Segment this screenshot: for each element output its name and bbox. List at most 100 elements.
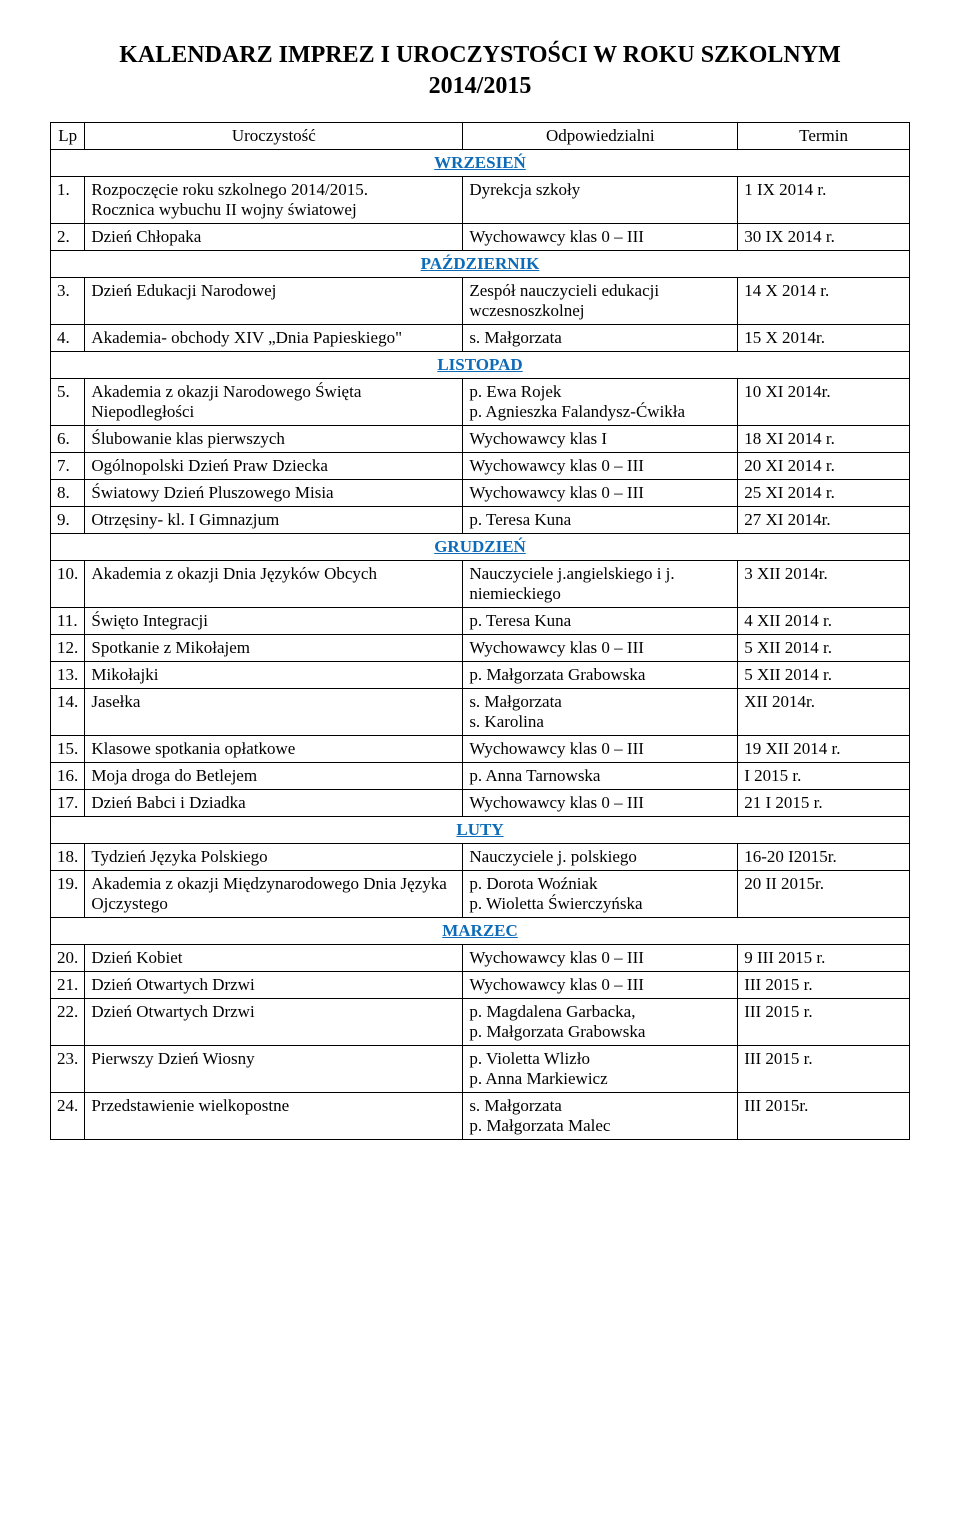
cell-term: 20 II 2015r.	[738, 871, 910, 918]
page-title: KALENDARZ IMPREZ I UROCZYSTOŚCI W ROKU S…	[50, 40, 910, 102]
cell-lp: 16.	[51, 763, 85, 790]
table-row: 1. Rozpoczęcie roku szkolnego 2014/2015.…	[51, 177, 910, 224]
cell-event: Akademia z okazji Międzynarodowego Dnia …	[85, 871, 463, 918]
cell-lp: 17.	[51, 790, 85, 817]
cell-term: 21 I 2015 r.	[738, 790, 910, 817]
cell-resp: Wychowawcy klas 0 – III	[463, 480, 738, 507]
cell-term: 20 XI 2014 r.	[738, 453, 910, 480]
cell-lp: 8.	[51, 480, 85, 507]
cell-term: 30 IX 2014 r.	[738, 224, 910, 251]
cell-event: Dzień Chłopaka	[85, 224, 463, 251]
cell-term: 10 XI 2014r.	[738, 379, 910, 426]
table-row: 4. Akademia- obchody XIV „Dnia Papieskie…	[51, 325, 910, 352]
cell-resp: Zespół nauczycieli edukacji wczesnoszkol…	[463, 278, 738, 325]
table-row: 20. Dzień Kobiet Wychowawcy klas 0 – III…	[51, 945, 910, 972]
table-row: 21. Dzień Otwartych Drzwi Wychowawcy kla…	[51, 972, 910, 999]
cell-resp: Dyrekcja szkoły	[463, 177, 738, 224]
table-row: 6. Ślubowanie klas pierwszych Wychowawcy…	[51, 426, 910, 453]
cell-term: 19 XII 2014 r.	[738, 736, 910, 763]
cell-event: Akademia z okazji Narodowego Święta Niep…	[85, 379, 463, 426]
cell-lp: 4.	[51, 325, 85, 352]
month-marzec: MARZEC	[51, 918, 910, 945]
table-row: 24. Przedstawienie wielkopostne s. Małgo…	[51, 1093, 910, 1140]
cell-lp: 21.	[51, 972, 85, 999]
cell-term: 27 XI 2014r.	[738, 507, 910, 534]
cell-term: III 2015r.	[738, 1093, 910, 1140]
table-header-row: Lp Uroczystość Odpowiedzialni Termin	[51, 123, 910, 150]
cell-resp: p. Violetta Wlizłop. Anna Markiewicz	[463, 1046, 738, 1093]
cell-event: Tydzień Języka Polskiego	[85, 844, 463, 871]
cell-event: Mikołajki	[85, 662, 463, 689]
cell-resp: Wychowawcy klas 0 – III	[463, 736, 738, 763]
cell-lp: 10.	[51, 561, 85, 608]
cell-event: Święto Integracji	[85, 608, 463, 635]
cell-lp: 13.	[51, 662, 85, 689]
cell-lp: 3.	[51, 278, 85, 325]
cell-event: Akademia z okazji Dnia Języków Obcych	[85, 561, 463, 608]
table-row: 19. Akademia z okazji Międzynarodowego D…	[51, 871, 910, 918]
cell-term: 16-20 I2015r.	[738, 844, 910, 871]
cell-term: I 2015 r.	[738, 763, 910, 790]
table-row: 3. Dzień Edukacji Narodowej Zespół naucz…	[51, 278, 910, 325]
cell-resp: Wychowawcy klas 0 – III	[463, 790, 738, 817]
table-row: 10. Akademia z okazji Dnia Języków Obcyc…	[51, 561, 910, 608]
table-row: 11. Święto Integracji p. Teresa Kuna 4 X…	[51, 608, 910, 635]
table-row: 15. Klasowe spotkania opłatkowe Wychowaw…	[51, 736, 910, 763]
cell-term: 14 X 2014 r.	[738, 278, 910, 325]
table-row: 17. Dzień Babci i Dziadka Wychowawcy kla…	[51, 790, 910, 817]
cell-term: III 2015 r.	[738, 999, 910, 1046]
cell-resp: Wychowawcy klas 0 – III	[463, 972, 738, 999]
cell-event: Otrzęsiny- kl. I Gimnazjum	[85, 507, 463, 534]
cell-resp: p. Teresa Kuna	[463, 507, 738, 534]
cell-lp: 9.	[51, 507, 85, 534]
table-row: 13. Mikołajki p. Małgorzata Grabowska 5 …	[51, 662, 910, 689]
cell-event: Ślubowanie klas pierwszych	[85, 426, 463, 453]
table-row: 12. Spotkanie z Mikołajem Wychowawcy kla…	[51, 635, 910, 662]
cell-event: Przedstawienie wielkopostne	[85, 1093, 463, 1140]
cell-event: Ogólnopolski Dzień Praw Dziecka	[85, 453, 463, 480]
table-row: 16. Moja droga do Betlejem p. Anna Tarno…	[51, 763, 910, 790]
cell-event: Spotkanie z Mikołajem	[85, 635, 463, 662]
table-row: 18. Tydzień Języka Polskiego Nauczyciele…	[51, 844, 910, 871]
cell-lp: 19.	[51, 871, 85, 918]
cell-event: Pierwszy Dzień Wiosny	[85, 1046, 463, 1093]
cell-term: 5 XII 2014 r.	[738, 635, 910, 662]
cell-resp: Wychowawcy klas 0 – III	[463, 224, 738, 251]
cell-resp: Nauczyciele j. polskiego	[463, 844, 738, 871]
cell-lp: 2.	[51, 224, 85, 251]
cell-resp: s. Małgorzatap. Małgorzata Malec	[463, 1093, 738, 1140]
cell-resp: s. Małgorzata	[463, 325, 738, 352]
cell-event: Klasowe spotkania opłatkowe	[85, 736, 463, 763]
title-line2: 2014/2015	[429, 73, 532, 99]
cell-term: III 2015 r.	[738, 972, 910, 999]
cell-event: Dzień Kobiet	[85, 945, 463, 972]
cell-resp: p. Ewa Rojekp. Agnieszka Falandysz-Ćwikł…	[463, 379, 738, 426]
cell-resp: Nauczyciele j.angielskiego i j. niemieck…	[463, 561, 738, 608]
cell-term: 15 X 2014r.	[738, 325, 910, 352]
cell-event: Dzień Babci i Dziadka	[85, 790, 463, 817]
cell-event: Dzień Otwartych Drzwi	[85, 999, 463, 1046]
cell-lp: 11.	[51, 608, 85, 635]
cell-lp: 7.	[51, 453, 85, 480]
col-resp: Odpowiedzialni	[463, 123, 738, 150]
cell-resp: Wychowawcy klas 0 – III	[463, 635, 738, 662]
col-lp: Lp	[51, 123, 85, 150]
table-row: 14. Jasełka s. Małgorzatas. Karolina XII…	[51, 689, 910, 736]
cell-event: Jasełka	[85, 689, 463, 736]
month-pazdziernik: PAŹDZIERNIK	[51, 251, 910, 278]
cell-event: Dzień Edukacji Narodowej	[85, 278, 463, 325]
cell-resp: Wychowawcy klas I	[463, 426, 738, 453]
cell-resp: p. Dorota Woźniakp. Wioletta Świerczyńsk…	[463, 871, 738, 918]
cell-resp: Wychowawcy klas 0 – III	[463, 453, 738, 480]
cell-lp: 14.	[51, 689, 85, 736]
cell-term: 25 XI 2014 r.	[738, 480, 910, 507]
cell-term: 9 III 2015 r.	[738, 945, 910, 972]
cell-lp: 23.	[51, 1046, 85, 1093]
cell-resp: p. Magdalena Garbacka,p. Małgorzata Grab…	[463, 999, 738, 1046]
month-grudzien: GRUDZIEŃ	[51, 534, 910, 561]
table-row: 7. Ogólnopolski Dzień Praw Dziecka Wycho…	[51, 453, 910, 480]
cell-event: Dzień Otwartych Drzwi	[85, 972, 463, 999]
cell-resp: s. Małgorzatas. Karolina	[463, 689, 738, 736]
calendar-table: Lp Uroczystość Odpowiedzialni Termin WRZ…	[50, 122, 910, 1140]
cell-lp: 12.	[51, 635, 85, 662]
